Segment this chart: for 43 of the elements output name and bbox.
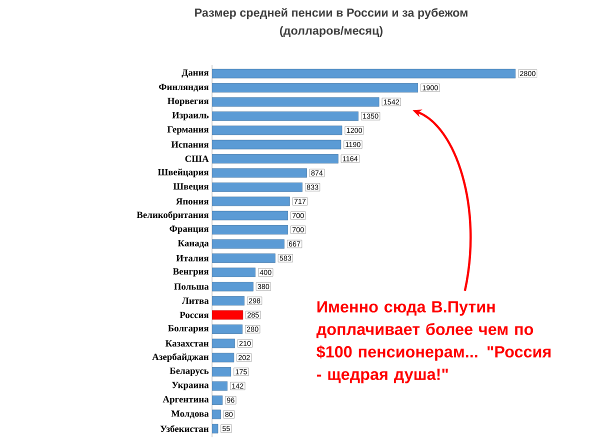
y-tick-label: Норвегия xyxy=(168,98,209,106)
chart-subtitle: (долларов/месяц) xyxy=(280,26,383,38)
y-tick-label: Украина xyxy=(172,382,209,390)
y-tick-label: Италия xyxy=(176,255,209,262)
bar xyxy=(212,168,307,178)
y-tick-label: Азербайджан xyxy=(152,353,209,362)
bar xyxy=(212,182,302,192)
chart-title: Размер средней пенсии в России и за рубежом xyxy=(195,8,468,20)
bar xyxy=(212,211,288,220)
y-tick-label: Израиль xyxy=(172,112,209,120)
y-tick-label: Казахстан xyxy=(165,340,209,347)
y-tick-label: Испания xyxy=(171,142,209,148)
bar xyxy=(212,324,243,334)
bar xyxy=(212,282,254,292)
bar xyxy=(212,126,342,136)
annotation: Именно сюда В.Путин доплачивает более чем по $100 пенсионерам... "Россия - щедрая душа!" xyxy=(316,301,551,384)
bar xyxy=(212,154,338,164)
y-tick-label: Швеция xyxy=(173,183,209,192)
y-tick-label: Франция xyxy=(170,226,209,234)
y-tick-label: Германия xyxy=(167,126,209,135)
y-tick-label: Великобритания xyxy=(136,211,209,220)
y-tick-label: Молдова xyxy=(171,410,209,419)
y-tick-label: Дания xyxy=(182,70,209,78)
y-tick-label: Канада xyxy=(178,240,209,248)
y-tick-label: США xyxy=(185,156,209,162)
y-tick-label: Швейцария xyxy=(158,168,209,178)
y-tick-label: Узбекистан xyxy=(160,425,209,432)
bar xyxy=(212,112,359,122)
y-tick-label: Литва xyxy=(182,298,209,304)
bar xyxy=(212,424,218,434)
y-tick-label: Венгрия xyxy=(172,268,209,277)
y-tick-label: Болгария xyxy=(168,325,209,334)
y-tick-label: Япония xyxy=(176,198,209,205)
bar xyxy=(212,367,232,377)
bar xyxy=(212,225,288,235)
y-tick-label: Россия xyxy=(180,312,209,318)
bar xyxy=(212,268,256,278)
y-tick-label: Финляндия xyxy=(159,84,209,92)
y-tick-label: Беларусь xyxy=(170,368,209,376)
y-tick-label: Аргентина xyxy=(162,396,209,405)
y-tick-label: Польша xyxy=(174,284,209,290)
bar xyxy=(212,69,516,78)
bar xyxy=(212,382,228,391)
